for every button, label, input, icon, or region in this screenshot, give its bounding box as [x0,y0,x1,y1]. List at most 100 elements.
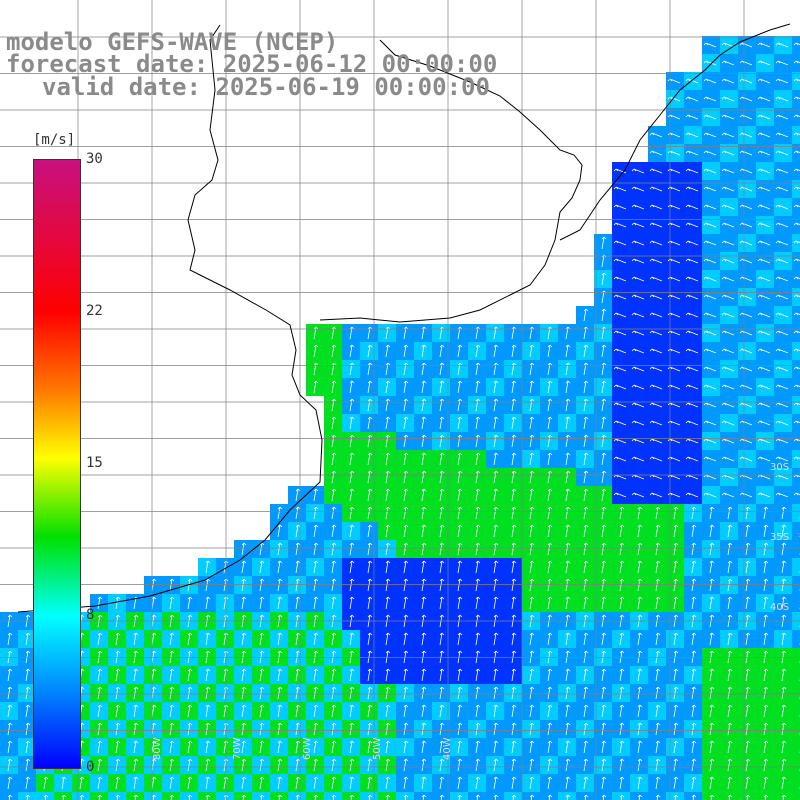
wind-arrow [475,794,481,800]
wind-arrow [727,542,733,556]
wind-arrow [547,524,553,538]
wind-arrow [721,366,735,372]
wind-arrow [313,704,319,718]
wind-arrow [457,344,463,358]
wind-arrow [277,668,283,682]
wind-arrow [547,794,553,800]
wind-arrow [403,398,409,412]
wind-arrow [421,668,427,682]
wind-arrow [745,704,751,718]
wind-arrow [403,794,409,800]
wind-arrow [313,686,319,700]
wind-arrow [511,578,517,592]
wind-arrow [475,470,481,484]
wind-arrow [313,632,319,646]
wind-speed-field [0,36,800,800]
wind-arrow [631,366,645,372]
wind-arrow [655,776,661,790]
wind-arrow [703,366,717,372]
wind-arrow [649,438,663,444]
wind-arrow [493,416,499,430]
wind-arrow [511,524,517,538]
wind-arrow [721,312,735,318]
wind-arrow [757,348,771,354]
unit-label: [m/s] [33,132,76,148]
wind-arrow [457,668,463,682]
wind-arrow [793,240,800,244]
wind-arrow [259,686,265,700]
wind-arrow [169,578,175,592]
wind-arrow [457,452,463,466]
wind-arrow [457,650,463,664]
wind-arrow [757,96,771,102]
wind-arrow [565,524,571,538]
wind-arrow [655,632,661,646]
wind-arrow [793,258,800,262]
wind-arrow [631,222,645,228]
wind-arrow [775,276,789,282]
wind-arrow [241,740,247,754]
wind-arrow [403,632,409,646]
wind-arrow [565,344,571,358]
wind-arrow [547,380,553,394]
wind-arrow [637,506,643,520]
wind-arrow [793,312,800,316]
wind-arrow [367,632,373,646]
wind-arrow [691,704,697,718]
wind-arrow [619,542,625,556]
wind-arrow [475,542,481,556]
wind-arrow [781,542,787,556]
wind-arrow [637,596,643,610]
wind-cell [792,306,800,324]
wind-arrow [511,362,517,376]
wind-arrow [685,348,699,354]
wind-arrow [385,794,391,800]
wind-arrow [745,794,751,800]
tick-label: 30 [86,151,103,167]
wind-arrow [529,578,535,592]
wind-arrow [547,470,553,484]
wind-arrow [703,132,717,138]
wind-arrow [7,686,13,700]
wind-arrow [703,204,717,210]
wind-arrow [493,380,499,394]
wind-arrow [367,650,373,664]
wind-arrow [313,740,319,754]
wind-arrow [457,416,463,430]
wind-arrow [601,434,607,448]
model-title: modelo GEFS-WAVE (NCEP) [6,28,339,56]
wind-cell [792,504,800,522]
wind-arrow [529,524,535,538]
wind-arrow [349,560,355,574]
wind-arrow [421,650,427,664]
wind-arrow [205,758,211,772]
wind-arrow [403,596,409,610]
wind-arrow [727,650,733,664]
wind-arrow [97,650,103,664]
wind-arrow [619,794,625,800]
wind-arrow [349,578,355,592]
wind-arrow [565,650,571,664]
wind-arrow [745,740,751,754]
wind-arrow [631,456,645,462]
wind-arrow [439,380,445,394]
wind-arrow [385,776,391,790]
wind-arrow [439,794,445,800]
wind-cell [792,468,800,486]
wind-arrow [475,560,481,574]
wind-arrow [631,168,645,174]
wind-arrow [547,596,553,610]
wind-arrow [187,596,193,610]
wind-arrow [655,542,661,556]
wind-arrow [703,456,717,462]
wind-arrow [703,168,717,174]
wind-arrow [115,650,121,664]
wind-arrow [349,650,355,664]
wind-arrow [673,704,679,718]
wind-arrow [457,776,463,790]
tick-label: 15 [86,455,103,471]
wind-arrow [649,204,663,210]
wind-arrow [781,632,787,646]
wind-arrow [685,492,699,498]
wind-arrow [385,488,391,502]
